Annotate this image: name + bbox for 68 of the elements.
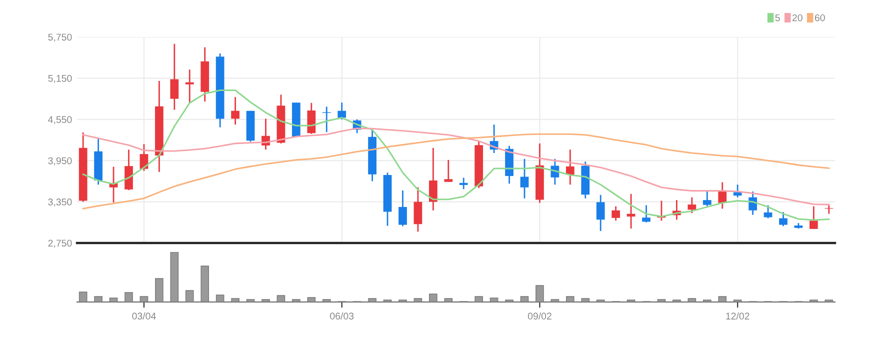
bar — [718, 296, 727, 302]
candlestick — [596, 194, 605, 232]
x-tick-label: 06/03 — [330, 312, 354, 320]
bar — [368, 298, 376, 302]
candlestick — [718, 182, 727, 210]
bar — [78, 292, 88, 302]
y-tick-label: 4,550 — [48, 116, 72, 124]
bar — [566, 296, 574, 302]
candlestick — [612, 206, 620, 222]
legend-label: 60 — [814, 14, 825, 22]
bar — [414, 298, 422, 302]
bar — [536, 285, 544, 302]
bar — [246, 299, 255, 302]
bar — [490, 298, 498, 302]
bar — [307, 297, 316, 302]
candlestick — [810, 206, 818, 230]
y-tick-label: 5,750 — [48, 34, 72, 42]
bar — [474, 296, 483, 302]
candlestick — [566, 148, 574, 186]
candlestick — [338, 102, 346, 120]
bar — [140, 296, 148, 302]
bar — [124, 292, 133, 302]
candlestick — [779, 211, 788, 227]
candlestick — [231, 96, 240, 126]
y-tick-label: 2,750 — [48, 240, 72, 248]
bar — [109, 298, 118, 302]
bar — [276, 295, 286, 302]
candlestick — [642, 204, 650, 224]
candlestick — [824, 204, 834, 215]
candlestick — [322, 106, 331, 133]
candlestick — [688, 196, 696, 214]
bar — [550, 299, 560, 302]
candlestick — [459, 177, 468, 190]
bar — [262, 299, 270, 302]
y-tick-label: 5,150 — [48, 74, 72, 83]
candlestick — [185, 68, 194, 104]
x-tick-label: 12/02 — [726, 312, 750, 320]
candlestick — [170, 43, 179, 110]
bar — [292, 299, 300, 302]
candlestick — [444, 159, 453, 183]
bar — [657, 299, 666, 302]
bar — [155, 278, 164, 302]
candlestick — [398, 190, 407, 227]
bar — [520, 296, 529, 302]
bar — [200, 266, 210, 302]
bar — [216, 294, 224, 302]
x-tick-label: 03/04 — [132, 312, 156, 320]
bar — [94, 296, 102, 302]
x-tick-label: 09/02 — [528, 312, 552, 320]
candlestick — [124, 148, 133, 191]
candlestick — [307, 102, 316, 135]
bar — [444, 298, 453, 302]
bar — [322, 299, 331, 302]
bar — [185, 290, 194, 302]
bar — [688, 298, 696, 302]
legend-label: 5 — [775, 14, 780, 22]
legend-label: 20 — [792, 14, 802, 22]
y-tick-label: 3,350 — [48, 198, 72, 207]
bar — [231, 298, 240, 302]
bar — [170, 252, 179, 302]
candlestick — [414, 186, 422, 232]
bar — [429, 294, 438, 302]
candlestick — [733, 184, 742, 198]
bar — [581, 298, 590, 302]
y-tick-label: 3,950 — [48, 157, 72, 166]
candlestick — [520, 158, 529, 200]
candlestick — [428, 147, 438, 212]
candlestick — [702, 190, 712, 207]
